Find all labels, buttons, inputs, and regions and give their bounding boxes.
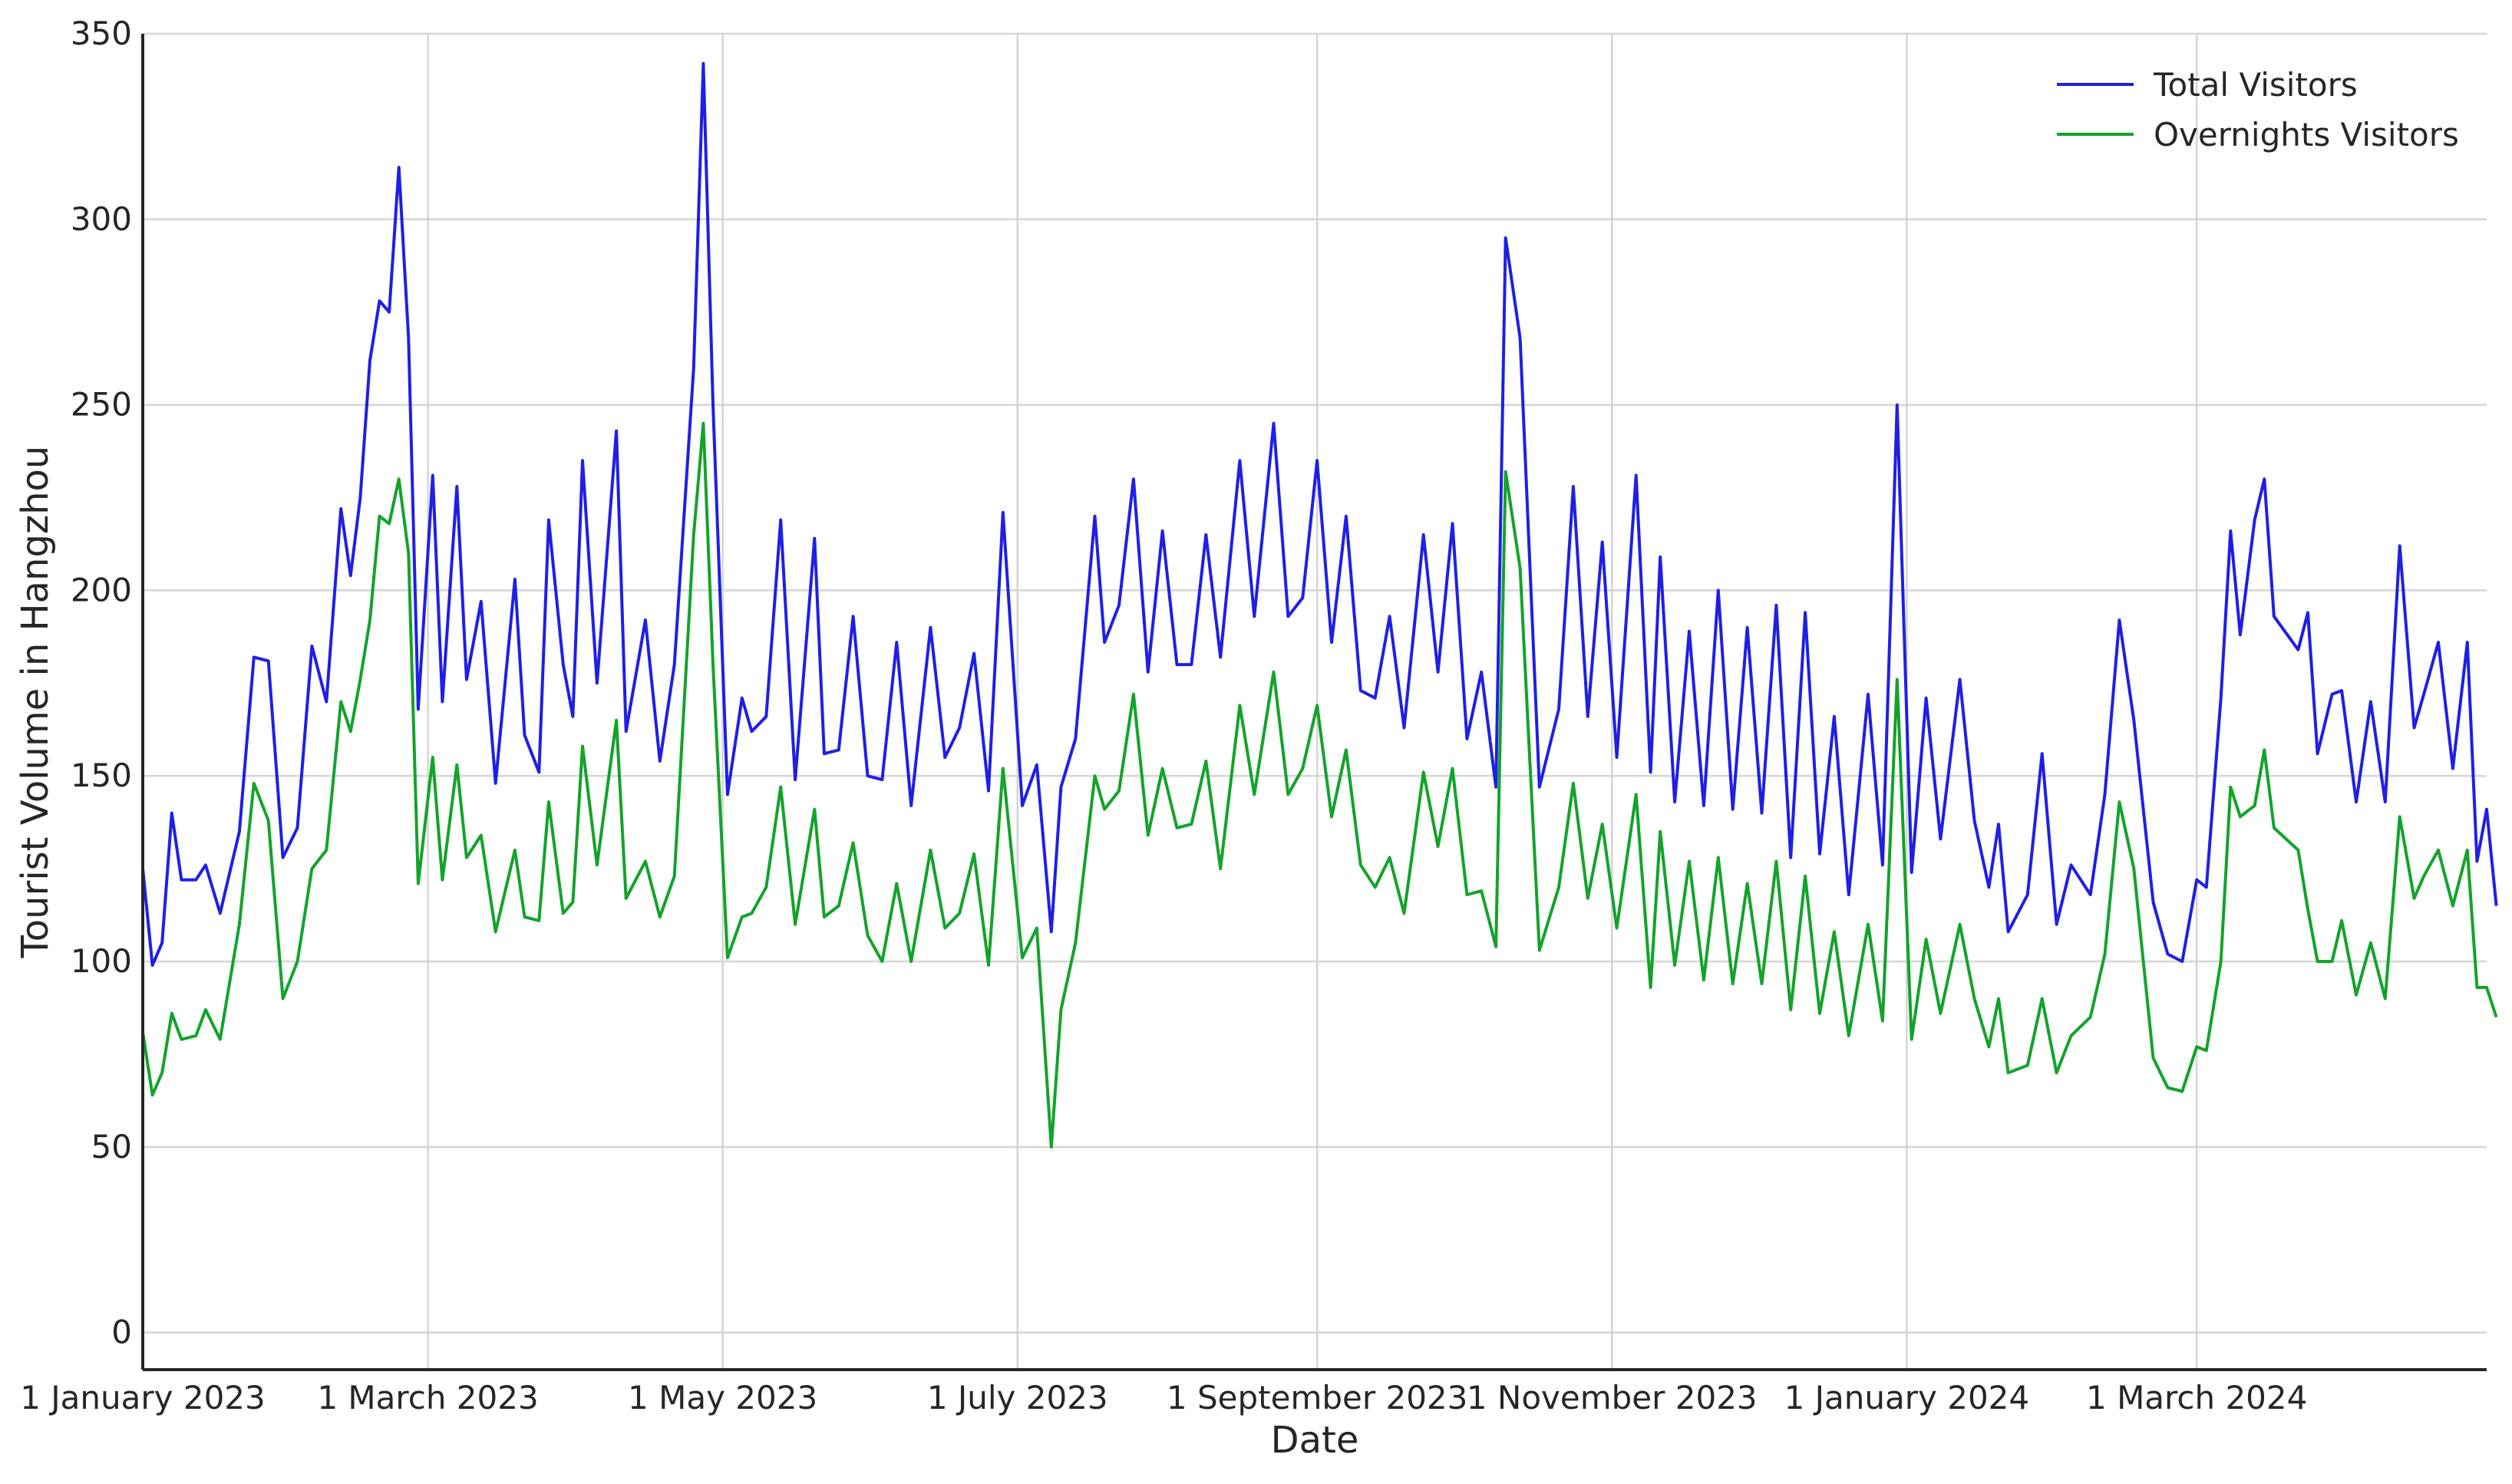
- legend-label-2: Overnights Visitors: [2154, 116, 2459, 153]
- x-tick-label: 1 January 2023: [20, 1379, 266, 1416]
- legend: Total Visitors Overnights Visitors: [2057, 66, 2459, 153]
- y-axis-title: Tourist Volume in Hangzhou: [14, 446, 57, 959]
- x-tick-label: 1 March 2023: [317, 1379, 538, 1416]
- y-tick-label: 350: [71, 15, 132, 52]
- y-tick-label: 50: [91, 1128, 132, 1166]
- legend-label-1: Total Visitors: [2153, 66, 2358, 104]
- x-tick-label: 1 January 2024: [1784, 1379, 2030, 1416]
- x-axis-title: Date: [1271, 1419, 1359, 1462]
- x-tick-label: 1 July 2023: [927, 1379, 1108, 1416]
- series-line-2: [141, 421, 2498, 1149]
- axes: 0 50 100 150 200 250 300 350 1 January 2023 1 Mar…: [20, 15, 2487, 1416]
- y-tick-label: 150: [71, 757, 132, 794]
- series-lines: [141, 61, 2498, 1149]
- x-tick-label: 1 March 2024: [2086, 1379, 2307, 1416]
- y-tick-label: 0: [111, 1314, 132, 1351]
- y-tick-label: 200: [71, 571, 132, 608]
- series-line-1: [141, 61, 2498, 967]
- x-tick-label: 1 May 2023: [628, 1379, 817, 1416]
- y-tick-label: 100: [71, 942, 132, 980]
- y-tick-label: 300: [71, 200, 132, 238]
- y-tick-label: 250: [71, 386, 132, 424]
- grid: [141, 32, 2487, 1370]
- x-tick-label: 1 September 2023: [1167, 1379, 1467, 1416]
- x-tick-label: 1 November 2023: [1467, 1379, 1758, 1416]
